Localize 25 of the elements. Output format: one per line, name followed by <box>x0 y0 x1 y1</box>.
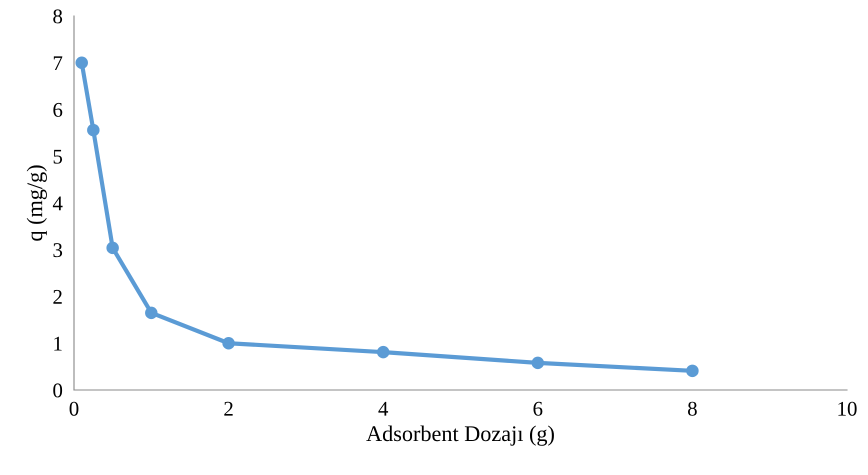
x-axis-title: Adsorbent Dozajı (g) <box>366 426 554 446</box>
y-tick-label: 2 <box>53 290 62 304</box>
y-tick-label: 8 <box>53 9 62 24</box>
y-tick-label: 7 <box>54 56 62 70</box>
point <box>686 364 699 378</box>
point <box>145 306 158 320</box>
point <box>106 242 119 254</box>
x-tick-label: 6 <box>533 402 542 416</box>
point <box>376 346 390 358</box>
y-axis-title: q (mg/g) <box>26 165 47 241</box>
x-tick-label: 4 <box>378 402 388 416</box>
y-tick-label: 6 <box>53 102 62 117</box>
x-tick-label: 0 <box>70 402 78 416</box>
x-tick-label: 2 <box>224 402 233 416</box>
x-tick-label: 10 <box>838 402 857 416</box>
y-tick-label: 1 <box>54 336 62 350</box>
y-tick-label: 3 <box>53 243 62 258</box>
point <box>532 356 544 370</box>
point <box>75 56 88 69</box>
point <box>222 337 235 350</box>
y-tick-label: 4 <box>52 196 63 210</box>
y-tick-label: 0 <box>53 383 62 398</box>
y-tick-label: 5 <box>54 150 62 164</box>
x-tick-label: 8 <box>688 402 697 416</box>
point <box>87 124 100 136</box>
